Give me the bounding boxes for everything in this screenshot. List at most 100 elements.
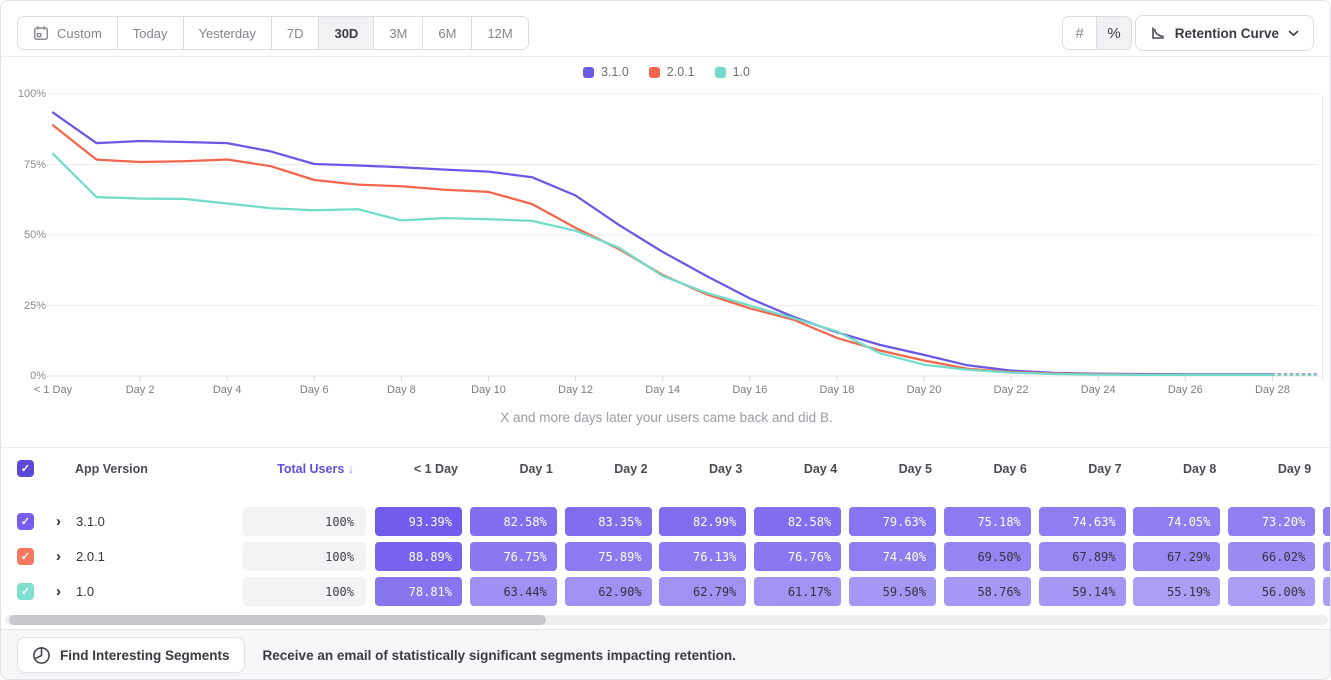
retention-cell-2.0.1-day9[interactable]: 66.02% bbox=[1228, 542, 1316, 571]
total-users-cell[interactable]: 100% bbox=[243, 577, 366, 606]
date-range-12m[interactable]: 12M bbox=[472, 17, 528, 49]
retention-cell-1.0-day5[interactable]: 59.50% bbox=[849, 577, 936, 606]
x-axis-tick-label: Day 16 bbox=[732, 384, 768, 396]
retention-cell-2.0.1-day6[interactable]: 69.50% bbox=[943, 542, 1031, 571]
row-version-label: 3.1.0 bbox=[76, 514, 105, 529]
retention-cell-1.0-day1[interactable]: 63.44% bbox=[469, 577, 557, 606]
legend-item-2.0.1[interactable]: 2.0.1 bbox=[648, 65, 695, 79]
select-all-checkbox[interactable]: ✓ bbox=[17, 460, 34, 477]
date-range-7d[interactable]: 7D bbox=[271, 17, 320, 49]
retention-cell-3.1.0-day0[interactable]: 93.39% bbox=[375, 507, 462, 536]
retention-cell-3.1.0-day7[interactable]: 74.63% bbox=[1038, 507, 1126, 536]
row-checkbox-1.0[interactable]: ✓ bbox=[17, 583, 34, 600]
retention-cell-1.0-day7[interactable]: 59.14% bbox=[1038, 577, 1126, 606]
retention-cell-2.0.1-day4[interactable]: 76.76% bbox=[754, 542, 842, 571]
retention-cell-3.1.0-day8[interactable]: 74.05% bbox=[1133, 507, 1221, 536]
legend-swatch bbox=[714, 66, 726, 78]
retention-cell-3.1.0-day9[interactable]: 73.20% bbox=[1228, 507, 1316, 536]
x-axis-tick-label: Day 20 bbox=[906, 384, 942, 396]
x-axis-tick-label: Day 14 bbox=[645, 384, 681, 396]
retention-chart[interactable]: 3.1.0 2.0.1 1.0 100% 75% 50% 25% 0% < 1 Day Day … bbox=[1, 58, 1331, 441]
column-header-day: Day 5 bbox=[898, 462, 932, 476]
legend-item-1.0[interactable]: 1.0 bbox=[714, 65, 750, 79]
chart-subtitle: X and more days later your users came ba… bbox=[500, 410, 833, 425]
date-range-label: Yesterday bbox=[198, 25, 256, 41]
row-expand-chevron[interactable]: › bbox=[56, 583, 61, 600]
column-header-day: < 1 Day bbox=[413, 462, 458, 476]
retention-cell-3.1.0-day5[interactable]: 79.63% bbox=[849, 507, 936, 536]
clipped-next-column-cell bbox=[1323, 542, 1330, 571]
series-line-2.0.1[interactable] bbox=[51, 124, 1274, 377]
retention-cell-1.0-day2[interactable]: 62.90% bbox=[564, 577, 652, 606]
y-axis-tick-label: 100% bbox=[17, 88, 46, 100]
clipped-next-column-cell bbox=[1323, 507, 1330, 536]
column-header-day: Day 7 bbox=[1088, 462, 1122, 476]
row-expand-chevron[interactable]: › bbox=[56, 548, 61, 565]
footer-bar: Find Interesting Segments Receive an ema… bbox=[1, 629, 1330, 679]
column-header-app-version: App Version bbox=[75, 462, 148, 476]
footer-message: Receive an email of statistically signif… bbox=[262, 647, 736, 663]
toolbar: Custom Today Yesterday 7D 30D 3M 6M 12M #% Rete… bbox=[1, 1, 1330, 57]
chart-canvas[interactable] bbox=[1, 58, 1331, 403]
clipped-next-column-cell bbox=[1323, 577, 1330, 606]
series-line-1.0[interactable] bbox=[51, 152, 1274, 377]
date-range-yesterday[interactable]: Yesterday bbox=[183, 17, 272, 49]
retention-cell-2.0.1-day0[interactable]: 88.89% bbox=[375, 542, 462, 571]
value-mode-numbers-button[interactable]: # bbox=[1063, 17, 1097, 49]
row-checkbox-3.1.0[interactable]: ✓ bbox=[17, 513, 34, 530]
row-expand-chevron[interactable]: › bbox=[56, 513, 61, 530]
column-header-total-users[interactable]: Total Users ↓ bbox=[277, 462, 354, 476]
total-users-cell[interactable]: 100% bbox=[243, 507, 366, 536]
retention-cell-3.1.0-day6[interactable]: 75.18% bbox=[943, 507, 1031, 536]
segments-icon bbox=[33, 646, 50, 664]
total-users-cell[interactable]: 100% bbox=[243, 542, 366, 571]
horizontal-scrollbar-track[interactable] bbox=[5, 615, 1328, 625]
column-header-day: Day 4 bbox=[803, 462, 838, 476]
chart-type-dropdown[interactable]: Retention Curve bbox=[1134, 15, 1314, 51]
y-axis-tick-label: 75% bbox=[23, 158, 46, 171]
retention-cell-2.0.1-day3[interactable]: 76.13% bbox=[659, 542, 747, 571]
calendar-icon bbox=[33, 26, 49, 40]
retention-cell-3.1.0-day1[interactable]: 82.58% bbox=[469, 507, 557, 536]
date-range-30d[interactable]: 30D bbox=[319, 17, 375, 49]
retention-cell-1.0-day4[interactable]: 61.17% bbox=[754, 577, 842, 606]
horizontal-scrollbar-thumb[interactable] bbox=[9, 615, 546, 625]
retention-cell-1.0-day9[interactable]: 56.00% bbox=[1228, 577, 1316, 606]
y-axis-tick-label: 25% bbox=[23, 299, 46, 312]
find-interesting-segments-label: Find Interesting Segments bbox=[60, 647, 230, 663]
date-range-today[interactable]: Today bbox=[117, 17, 184, 49]
x-axis-tick-label: Day 26 bbox=[1167, 384, 1203, 396]
row-version-label: 2.0.1 bbox=[76, 549, 105, 564]
retention-cell-2.0.1-day8[interactable]: 67.29% bbox=[1133, 542, 1221, 571]
retention-cell-3.1.0-day4[interactable]: 82.58% bbox=[754, 507, 842, 536]
value-mode-percent-button[interactable]: % bbox=[1097, 17, 1131, 49]
legend-item-3.1.0[interactable]: 3.1.0 bbox=[582, 65, 629, 79]
row-checkbox-2.0.1[interactable]: ✓ bbox=[17, 548, 34, 565]
retention-cell-2.0.1-day5[interactable]: 74.40% bbox=[849, 542, 936, 571]
date-range-label: 30D bbox=[334, 25, 359, 41]
date-range-3m[interactable]: 3M bbox=[374, 17, 424, 49]
retention-curve-icon bbox=[1151, 27, 1164, 39]
series-line-3.1.0[interactable] bbox=[51, 111, 1274, 376]
x-axis-tick-label: Day 22 bbox=[993, 384, 1029, 396]
x-axis-tick-label: Day 6 bbox=[299, 384, 329, 396]
date-range-6m[interactable]: 6M bbox=[423, 17, 473, 49]
column-header-day: Day 6 bbox=[993, 462, 1027, 476]
retention-cell-1.0-day3[interactable]: 62.79% bbox=[659, 577, 747, 606]
column-header-day: Day 8 bbox=[1183, 462, 1217, 476]
retention-cell-3.1.0-day3[interactable]: 82.99% bbox=[659, 507, 747, 536]
x-axis-tick-label: Day 18 bbox=[819, 384, 855, 396]
date-range-custom[interactable]: Custom bbox=[18, 17, 118, 49]
retention-cell-1.0-day8[interactable]: 55.19% bbox=[1133, 577, 1221, 606]
retention-cell-3.1.0-day2[interactable]: 83.35% bbox=[564, 507, 652, 536]
legend-label: 3.1.0 bbox=[600, 65, 629, 79]
find-interesting-segments-button[interactable]: Find Interesting Segments bbox=[17, 637, 245, 673]
retention-cell-2.0.1-day7[interactable]: 67.89% bbox=[1038, 542, 1126, 571]
retention-cell-2.0.1-day1[interactable]: 76.75% bbox=[469, 542, 557, 571]
date-range-label: Custom bbox=[57, 25, 102, 41]
retention-cell-1.0-day6[interactable]: 58.76% bbox=[943, 577, 1031, 606]
retention-cell-2.0.1-day2[interactable]: 75.89% bbox=[564, 542, 652, 571]
date-range-label: 7D bbox=[286, 25, 304, 41]
date-range-label: Today bbox=[132, 25, 168, 41]
retention-cell-1.0-day0[interactable]: 78.81% bbox=[375, 577, 462, 606]
